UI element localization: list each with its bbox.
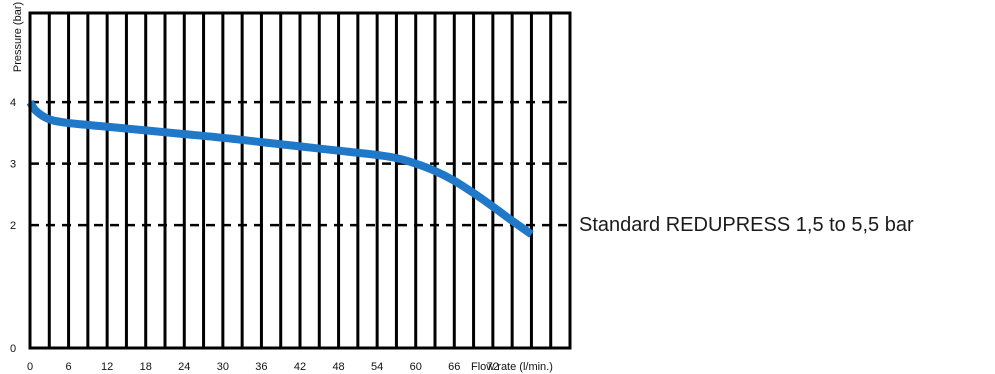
x-axis-label: Flow rate (l/min.)	[471, 361, 553, 373]
x-tick-label: 0	[27, 361, 33, 373]
x-tick-label: 6	[66, 361, 72, 373]
y-axis-label: Pressure (bar)	[12, 2, 24, 72]
y-tick-label: 0	[10, 343, 16, 355]
x-tick-label: 12	[101, 361, 113, 373]
chart-marks	[26, 99, 534, 238]
series-line	[26, 99, 534, 238]
x-tick-label: 60	[410, 361, 422, 373]
chart-grid	[30, 13, 570, 348]
x-tick-label: 54	[371, 361, 383, 373]
y-tick-labels: 0 2 3 4	[10, 97, 16, 355]
x-tick-label: 72	[487, 361, 499, 373]
x-tick-label: 48	[332, 361, 344, 373]
x-tick-label: 30	[217, 361, 229, 373]
y-tick-label: 4	[10, 97, 16, 109]
plot-frame	[28, 11, 572, 350]
x-tick-label: 18	[140, 361, 152, 373]
x-tick-label: 42	[294, 361, 306, 373]
x-tick-label: 24	[178, 361, 190, 373]
x-tick-label: 66	[448, 361, 460, 373]
y-tick-label: 3	[10, 159, 16, 171]
x-tick-labels: 0 6 12 18 24 30 36 42 48 54 60 66 72	[27, 361, 499, 373]
x-tick-label: 36	[255, 361, 267, 373]
y-tick-label: 2	[10, 220, 16, 232]
product-caption: Standard REDUPRESS 1,5 to 5,5 bar	[579, 214, 914, 236]
